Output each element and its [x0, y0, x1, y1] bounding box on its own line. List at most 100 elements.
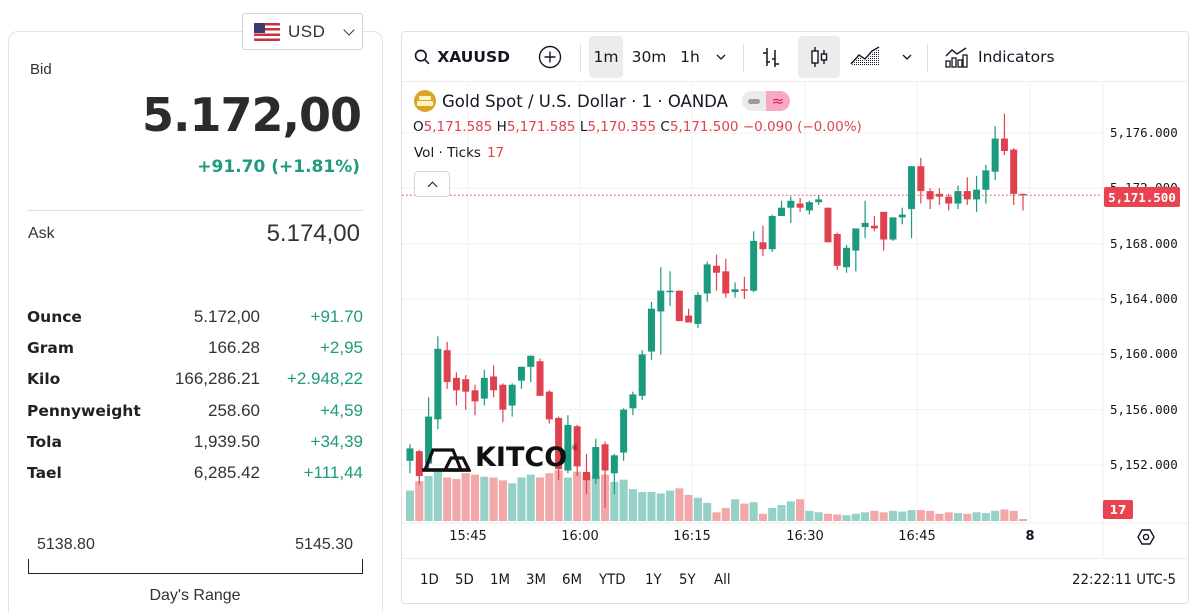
unit-row-kilo: Kilo 166,286.21 +2.948,22: [27, 364, 363, 395]
range-3m[interactable]: 3M: [526, 572, 547, 588]
currency-selector[interactable]: USD: [242, 13, 363, 50]
price-tick: 5,160.000: [1110, 346, 1178, 361]
unit-value: 258.60: [208, 400, 260, 420]
toolbar-separator: [580, 44, 581, 72]
unit-change: +91.70: [310, 306, 363, 326]
open-label: O: [413, 119, 424, 135]
volume-label: Vol · Ticks: [414, 145, 481, 161]
chart-legend-title: Gold Spot / U.S. Dollar · 1 · OANDA ≈: [414, 90, 790, 112]
indicators-label: Indicators: [978, 48, 1055, 66]
high-label: H: [496, 119, 507, 135]
bar-chart-type-button[interactable]: [754, 36, 788, 78]
days-range-label: Day's Range: [149, 587, 241, 604]
price-tick: 5,168.000: [1110, 236, 1178, 251]
symbol-search-button[interactable]: XAUUSD: [410, 36, 510, 78]
time-tick: 16:00: [561, 529, 599, 544]
compare-symbol-button[interactable]: [534, 36, 566, 78]
candles-chart-type-button[interactable]: [798, 36, 840, 78]
bid-change: +91.70 (+1.81%): [197, 157, 360, 177]
interval-1h[interactable]: 1h: [680, 48, 700, 66]
unit-name: Ounce: [27, 307, 82, 326]
low-value: 5,170.355: [587, 119, 657, 135]
unit-name: Tael: [27, 464, 62, 483]
volume-tag: 17: [1103, 500, 1133, 519]
range-6m[interactable]: 6M: [562, 572, 583, 588]
unit-name: Pennyweight: [27, 401, 141, 420]
chart-toolbar: XAUUSD 1m 30m 1h Indicators: [402, 32, 1188, 82]
time-tick: 16:45: [898, 529, 936, 544]
plus-circle-icon: [538, 45, 562, 69]
toolbar-separator: [743, 44, 744, 72]
chart-widget: XAUUSD 1m 30m 1h Indicators: [401, 31, 1189, 604]
close-label: C: [660, 119, 670, 135]
volume-legend: Vol · Ticks 17: [414, 145, 504, 161]
high-value: 5,171.585: [506, 119, 576, 135]
unit-value: 6,285.42: [193, 463, 260, 483]
quote-panel: [8, 31, 383, 612]
gold-symbol-icon: [414, 90, 436, 112]
last-price-tag: 5,171.500: [1104, 187, 1180, 207]
days-range-high: 5145.30: [295, 536, 353, 553]
price-tick: 5,176.000: [1110, 125, 1178, 140]
unit-row-tael: Tael 6,285.42 +111,44: [27, 457, 363, 488]
range-1y[interactable]: 1Y: [645, 572, 662, 588]
chart-type-dropdown[interactable]: [896, 36, 918, 78]
change-value: −0.090 (−0.00%): [742, 119, 862, 135]
unit-change: +111,44: [303, 463, 363, 483]
search-icon: [414, 49, 430, 65]
range-1d[interactable]: 1D: [420, 572, 439, 588]
range-ytd[interactable]: YTD: [599, 572, 626, 588]
indicators-button[interactable]: Indicators: [940, 36, 1060, 78]
delayed-data-icon: ≈: [765, 91, 790, 111]
unit-value: 5.172,00: [193, 306, 260, 326]
range-5y[interactable]: 5Y: [679, 572, 696, 588]
days-range-bar: [28, 559, 363, 574]
bid-label: Bid: [30, 61, 52, 78]
interval-1m[interactable]: 1m: [589, 36, 623, 78]
unit-conversion-table: Ounce 5.172,00 +91.70 Gram 166.28 +2,95 …: [27, 301, 363, 489]
bid-value: 5.172,00: [142, 88, 362, 142]
market-closed-icon: [741, 91, 766, 111]
time-tick: 8: [1025, 529, 1035, 544]
us-flag-icon: [254, 22, 280, 41]
area-chart-type-button[interactable]: [848, 36, 882, 78]
chevron-down-icon: [343, 23, 356, 36]
interval-30m[interactable]: 30m: [631, 48, 667, 66]
time-axis[interactable]: 15:45 16:00 16:15 16:30 16:45 8: [402, 525, 1188, 549]
unit-name: Tola: [27, 432, 62, 451]
unit-change: +34,39: [310, 431, 363, 451]
bar-style-icon: [763, 48, 779, 67]
range-5d[interactable]: 5D: [455, 572, 474, 588]
volume-value: 17: [486, 145, 505, 161]
range-all[interactable]: All: [714, 572, 731, 588]
chart-clock: 22:22:11 UTC-5: [1072, 572, 1176, 588]
area-chart-icon: [850, 46, 880, 66]
collapse-legend-button[interactable]: [414, 171, 450, 197]
chevron-down-icon: [716, 54, 726, 60]
interval-dropdown[interactable]: [710, 36, 732, 78]
range-bar: 1D 5D 1M 3M 6M YTD 1Y 5Y All 22:22:11 UT…: [402, 558, 1188, 603]
candlestick-icon: [811, 47, 828, 67]
unit-name: Kilo: [27, 370, 61, 389]
currency-label: USD: [288, 21, 326, 41]
unit-row-pennyweight: Pennyweight 258.60 +4,59: [27, 395, 363, 426]
low-label: L: [579, 119, 588, 135]
candlestick-chart[interactable]: [402, 32, 1189, 604]
chart-title: Gold Spot / U.S. Dollar · 1 · OANDA: [442, 91, 728, 111]
chart-settings-icon[interactable]: [1137, 528, 1155, 546]
price-tick: 5,152.000: [1110, 457, 1178, 472]
ask-value: 5.174,00: [266, 220, 360, 247]
range-1m[interactable]: 1M: [490, 572, 511, 588]
unit-value: 166.28: [208, 337, 260, 357]
unit-change: +2,95: [319, 337, 363, 357]
unit-change: +4,59: [319, 400, 363, 420]
symbol-label: XAUUSD: [437, 48, 510, 66]
close-value: 5,171.500: [669, 119, 739, 135]
unit-change: +2.948,22: [286, 369, 363, 389]
unit-name: Gram: [27, 338, 74, 357]
price-tick: 5,156.000: [1110, 402, 1178, 417]
open-value: 5,171.585: [423, 119, 493, 135]
market-status-pill[interactable]: ≈: [741, 91, 790, 111]
days-range-low: 5138.80: [37, 536, 95, 553]
unit-value: 1,939.50: [193, 431, 260, 451]
